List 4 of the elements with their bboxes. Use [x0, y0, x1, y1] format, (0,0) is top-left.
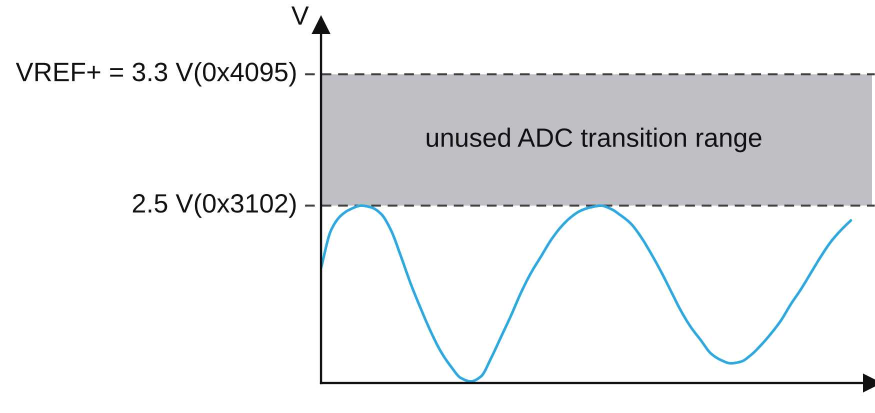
text: V — [291, 6, 309, 25]
ref-line-label: 2.5 V(0x3102) — [132, 193, 296, 218]
band-label: unused ADC transition range — [426, 128, 762, 152]
ref-line-label: VREF+ = 3.3 V(0x4095) — [16, 62, 296, 87]
